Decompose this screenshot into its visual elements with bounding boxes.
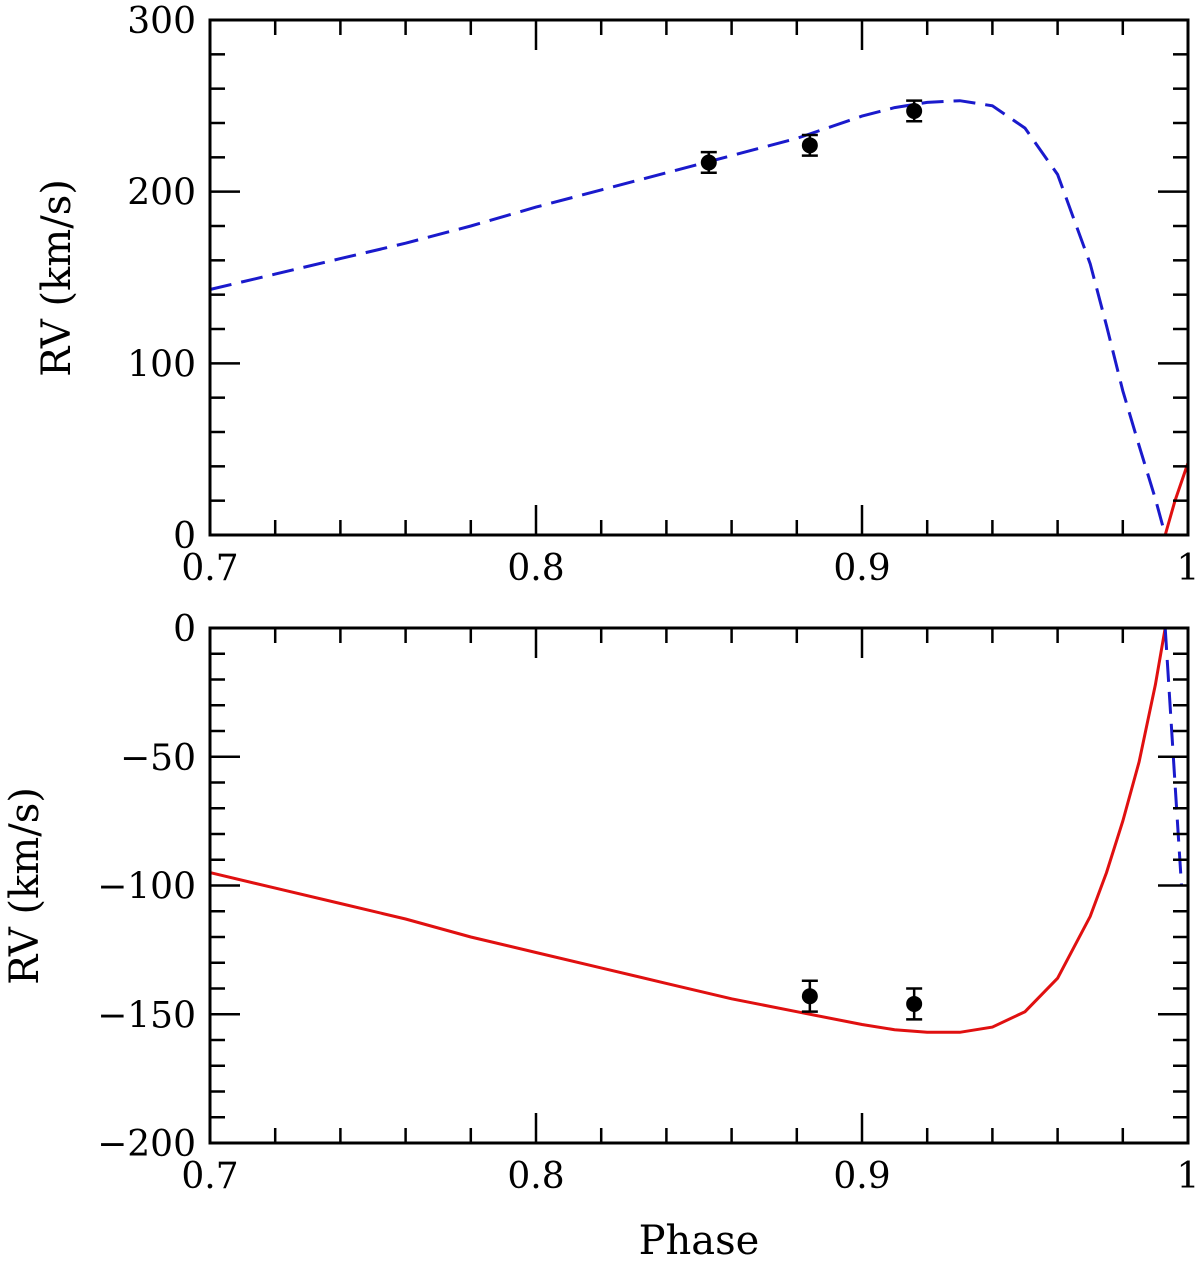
top-x-tick-labels: 0.7 0.8 0.9 1 bbox=[181, 548, 1199, 589]
bottom-y-tick-labels: −200 −150 −100 −50 0 bbox=[97, 609, 196, 1165]
x-tick-label: 0.8 bbox=[507, 1156, 564, 1197]
bottom-axis-ticks bbox=[208, 626, 1190, 1145]
x-tick-label: 0.8 bbox=[507, 548, 564, 589]
bottom-panel: 0.7 0.8 0.9 1 −200 −150 −100 −50 0 RV (km/s) Ph… bbox=[2, 609, 1199, 1262]
bottom-y-axis-title: RV (km/s) bbox=[2, 787, 48, 985]
data-marker bbox=[906, 995, 923, 1012]
top-model-curves bbox=[209, 99, 1190, 536]
secondary-model-curve bbox=[1163, 462, 1190, 536]
bottom-x-tick-labels: 0.7 0.8 0.9 1 bbox=[181, 1156, 1199, 1197]
x-tick-label: 0.7 bbox=[181, 1156, 238, 1197]
x-tick-label: 1 bbox=[1177, 1156, 1200, 1197]
y-tick-label: 0 bbox=[173, 516, 196, 557]
top-axis-ticks bbox=[208, 18, 1190, 537]
top-panel: 0.7 0.8 0.9 1 0 100 200 300 RV (km/s) bbox=[34, 1, 1199, 589]
y-tick-label: −50 bbox=[120, 738, 196, 779]
data-point bbox=[906, 987, 923, 1021]
data-point bbox=[801, 979, 818, 1013]
y-tick-label: −150 bbox=[97, 995, 196, 1036]
secondary-model-curve bbox=[209, 627, 1167, 1034]
bottom-data-points bbox=[801, 979, 923, 1021]
x-tick-label: 0.7 bbox=[181, 548, 238, 589]
x-axis-title: Phase bbox=[639, 1218, 760, 1262]
top-y-axis-title: RV (km/s) bbox=[34, 179, 80, 377]
top-plot-frame bbox=[208, 18, 1190, 537]
primary-model-curve bbox=[209, 99, 1167, 536]
data-marker bbox=[906, 102, 923, 119]
y-tick-label: −200 bbox=[97, 1124, 196, 1165]
data-point bbox=[700, 150, 717, 175]
y-tick-label: 200 bbox=[127, 173, 196, 214]
x-tick-label: 1 bbox=[1177, 548, 1200, 589]
bottom-model-curves bbox=[209, 627, 1183, 1034]
y-tick-label: 100 bbox=[127, 344, 196, 385]
top-data-points bbox=[700, 99, 923, 175]
data-point bbox=[801, 133, 818, 157]
data-marker bbox=[700, 154, 717, 171]
x-tick-label: 0.9 bbox=[833, 548, 890, 589]
x-tick-label: 0.9 bbox=[833, 1156, 890, 1197]
data-marker bbox=[801, 988, 818, 1005]
y-tick-label: 300 bbox=[127, 1, 196, 42]
y-tick-label: −100 bbox=[97, 867, 196, 908]
data-marker bbox=[801, 137, 818, 154]
top-y-tick-labels: 0 100 200 300 bbox=[127, 1, 196, 557]
data-point bbox=[906, 99, 923, 123]
y-tick-label: 0 bbox=[173, 609, 196, 650]
bottom-plot-frame bbox=[208, 626, 1190, 1145]
